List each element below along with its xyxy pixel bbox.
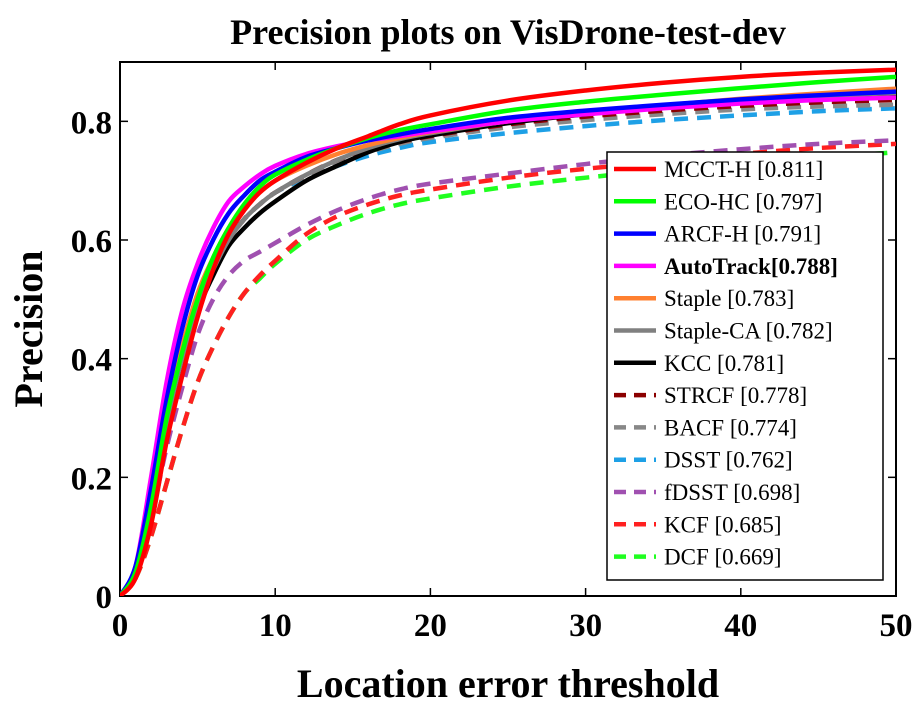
legend: MCCT-H [0.811] ECO-HC [0.797] ARCF-H [0.79… xyxy=(606,151,884,581)
series-line-autotrack xyxy=(120,95,896,596)
legend-label: ECO-HC [0.797] xyxy=(664,189,822,214)
legend-label: STRCF [0.778] xyxy=(664,383,807,408)
legend-box xyxy=(606,151,884,581)
series-line-eco-hc xyxy=(120,74,896,596)
x-axis-label: Location error threshold xyxy=(297,661,719,706)
legend-label: BACF [0.774] xyxy=(664,415,797,440)
legend-label: Staple-CA [0.782] xyxy=(664,319,833,344)
x-tick-label: 40 xyxy=(724,608,757,644)
y-tick-label: 0.8 xyxy=(71,105,112,141)
legend-label: MCCT-H [0.811] xyxy=(664,157,823,182)
legend-label: KCC [0.781] xyxy=(664,351,784,376)
series-line-mcct-h xyxy=(120,67,896,596)
legend-label: Staple [0.783] xyxy=(664,286,794,311)
legend-label: KCF [0.685] xyxy=(664,512,782,537)
x-axis-ticks: 0 10 20 30 40 50 xyxy=(112,62,913,644)
y-tick-label: 0.2 xyxy=(71,461,112,497)
x-tick-label: 20 xyxy=(414,608,447,644)
x-tick-label: 10 xyxy=(259,608,292,644)
y-tick-label: 0.6 xyxy=(71,224,112,260)
legend-label: ARCF-H [0.791] xyxy=(664,222,821,247)
legend-label: fDSST [0.698] xyxy=(664,480,800,505)
legend-label: AutoTrack[0.788] xyxy=(664,254,838,279)
legend-label: DSST [0.762] xyxy=(664,448,793,473)
legend-label: DCF [0.669] xyxy=(664,545,782,570)
y-tick-label: 0.4 xyxy=(71,343,112,379)
y-axis-ticks: 0 0.2 0.4 0.6 0.8 xyxy=(71,105,896,616)
chart-title: Precision plots on VisDrone-test-dev xyxy=(230,12,786,52)
series-line-arcf-h xyxy=(120,89,896,596)
y-axis-label: Precision xyxy=(6,250,51,407)
x-tick-label: 50 xyxy=(880,608,913,644)
x-tick-label: 0 xyxy=(112,608,129,644)
y-tick-label: 0 xyxy=(96,580,113,616)
x-tick-label: 30 xyxy=(569,608,602,644)
